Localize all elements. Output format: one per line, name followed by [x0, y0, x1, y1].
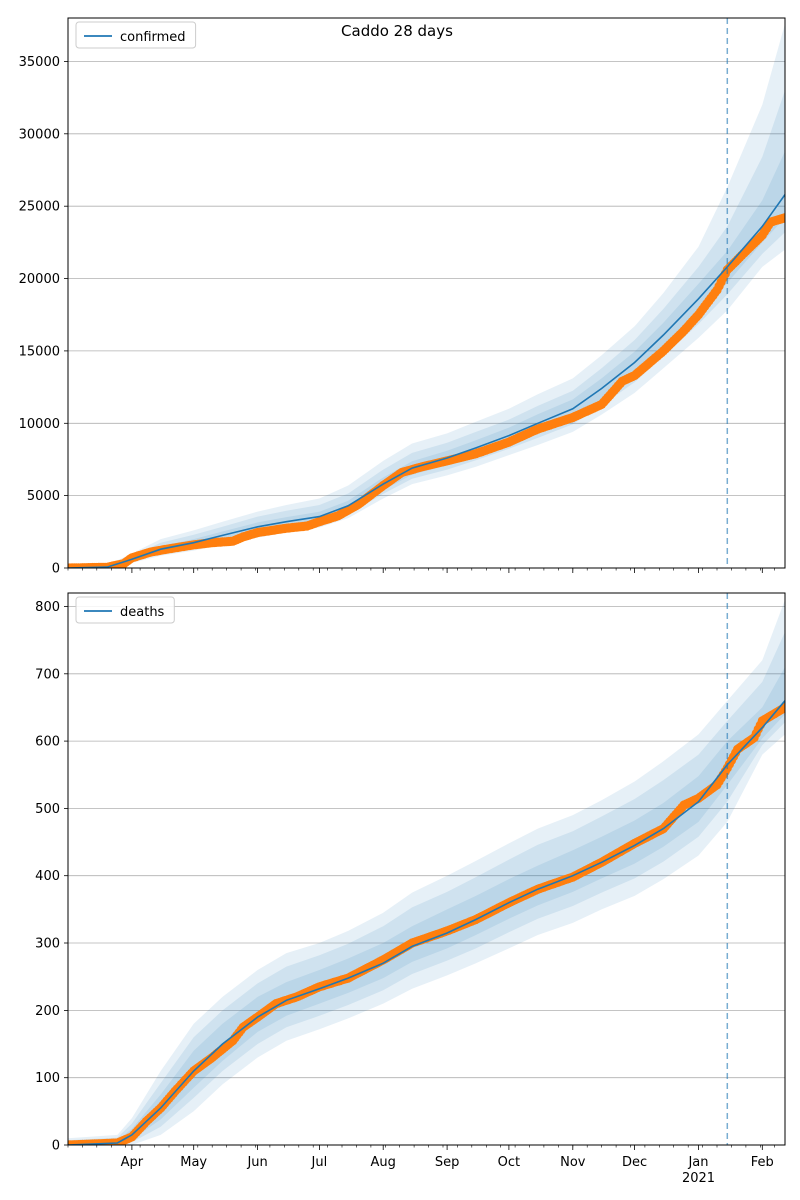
- y-tick-label: 800: [35, 600, 60, 615]
- x-tick-label: Jun: [246, 1155, 267, 1170]
- legend-box: [75, 596, 175, 624]
- observed-series: [68, 213, 785, 568]
- y-tick-label: 600: [35, 735, 60, 750]
- confidence-band: [68, 632, 785, 1145]
- observed-point: [780, 213, 785, 223]
- y-tick-label: 0: [52, 1139, 60, 1154]
- confidence-band: [68, 90, 785, 568]
- y-tick-label: 100: [35, 1071, 60, 1086]
- confidence-band: [68, 599, 785, 1145]
- confidence-band: [68, 151, 785, 568]
- legend-label: confirmed: [120, 30, 186, 45]
- x-tick-label: Aug: [371, 1155, 396, 1170]
- x-tick-label: Nov: [560, 1155, 586, 1170]
- x-tick-label: Apr: [121, 1155, 144, 1170]
- x-tick-label: Jan: [687, 1155, 708, 1170]
- y-tick-label: 200: [35, 1004, 60, 1019]
- y-tick-label: 500: [35, 802, 60, 817]
- x-tick-sublabel: 2021: [682, 1171, 715, 1186]
- y-tick-label: 30000: [19, 127, 60, 142]
- plot-area: [68, 599, 785, 1145]
- y-tick-label: 35000: [19, 55, 60, 70]
- x-tick-label: Feb: [751, 1155, 774, 1170]
- x-tick-label: Oct: [498, 1155, 520, 1170]
- y-tick-label: 20000: [19, 272, 60, 287]
- x-tick-label: May: [180, 1155, 207, 1170]
- legend: deaths: [75, 596, 175, 624]
- y-tick-label: 300: [35, 937, 60, 952]
- legend-label: deaths: [120, 605, 165, 620]
- legend: confirmed: [75, 21, 197, 49]
- x-tick-label: Dec: [622, 1155, 647, 1170]
- model-line: [68, 700, 785, 1145]
- legend-box: [75, 21, 197, 49]
- deaths-panel: 0 100 200 300 400 500 600 700 800 Apr May Jun Jul Aug…: [35, 592, 786, 1186]
- confidence-band: [68, 23, 785, 568]
- y-tick-label: 700: [35, 667, 60, 682]
- y-tick-label: 10000: [19, 417, 60, 432]
- plot-area: [68, 23, 785, 568]
- y-tick-label: 400: [35, 869, 60, 884]
- y-tick-label: 15000: [19, 344, 60, 359]
- figure-title: Caddo 28 days: [341, 22, 453, 40]
- x-tick-label: Sep: [435, 1155, 460, 1170]
- axes-frame: [67, 17, 786, 569]
- y-tick-label: 5000: [27, 489, 60, 504]
- confirmed-panel: 0 5000 10000 15000 20000 25000 30000 35000 confi…: [19, 17, 786, 577]
- model-line: [68, 194, 785, 568]
- x-tick-label: Jul: [311, 1155, 328, 1170]
- y-tick-label: 25000: [19, 200, 60, 215]
- axes-frame: [67, 592, 786, 1146]
- y-tick-label: 0: [52, 562, 60, 577]
